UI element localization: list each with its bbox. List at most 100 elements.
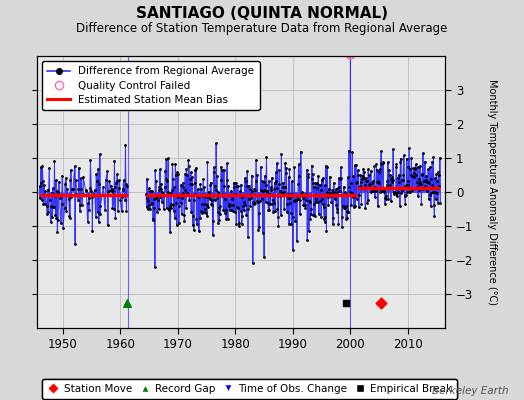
Point	[346, 51, 355, 58]
Point	[377, 299, 385, 306]
Point	[160, 205, 168, 212]
Point	[147, 201, 156, 207]
Point	[148, 188, 157, 195]
Point	[182, 205, 190, 211]
Point	[286, 195, 294, 201]
Point	[68, 186, 77, 192]
Point	[356, 172, 365, 179]
Point	[410, 166, 419, 172]
Point	[248, 188, 256, 194]
Point	[211, 182, 220, 189]
Point	[155, 183, 163, 190]
Point	[420, 178, 428, 184]
Point	[95, 151, 104, 158]
Point	[377, 186, 386, 193]
Point	[223, 176, 231, 183]
Point	[213, 208, 222, 215]
Point	[35, 183, 43, 189]
Point	[252, 177, 260, 184]
Point	[336, 188, 344, 194]
Point	[224, 203, 233, 210]
Point	[311, 213, 319, 219]
Point	[319, 174, 328, 181]
Point	[280, 184, 289, 190]
Point	[196, 181, 204, 187]
Point	[204, 192, 212, 198]
Point	[63, 186, 72, 192]
Point	[331, 192, 339, 198]
Point	[234, 182, 242, 189]
Point	[144, 198, 152, 204]
Point	[71, 241, 79, 248]
Point	[383, 182, 391, 188]
Point	[334, 221, 343, 228]
Point	[253, 198, 261, 204]
Point	[398, 187, 406, 193]
Point	[43, 211, 51, 218]
Point	[48, 185, 57, 192]
Point	[314, 172, 322, 179]
Point	[275, 167, 283, 173]
Point	[353, 196, 361, 202]
Point	[278, 190, 287, 197]
Point	[52, 177, 60, 183]
Point	[199, 193, 207, 200]
Point	[391, 189, 399, 196]
Point	[409, 165, 418, 172]
Point	[149, 216, 157, 222]
Point	[365, 172, 373, 178]
Point	[394, 189, 402, 196]
Point	[69, 186, 78, 192]
Point	[154, 197, 162, 204]
Point	[276, 193, 284, 200]
Point	[239, 191, 248, 198]
Point	[162, 156, 170, 162]
Point	[421, 158, 429, 165]
Point	[279, 180, 287, 186]
Point	[85, 207, 93, 214]
Point	[430, 213, 439, 220]
Point	[203, 212, 211, 219]
Point	[374, 203, 382, 209]
Point	[412, 184, 421, 190]
Point	[247, 172, 256, 179]
Point	[201, 194, 210, 200]
Point	[369, 178, 378, 184]
Point	[271, 178, 280, 184]
Point	[308, 170, 316, 177]
Point	[153, 209, 161, 216]
Point	[416, 178, 424, 185]
Point	[242, 178, 250, 184]
Point	[198, 201, 206, 207]
Point	[152, 195, 160, 201]
Point	[49, 204, 57, 210]
Point	[245, 182, 253, 189]
Point	[219, 207, 227, 213]
Point	[152, 192, 161, 199]
Point	[317, 214, 325, 220]
Point	[174, 219, 183, 226]
Point	[429, 154, 438, 160]
Point	[263, 188, 271, 194]
Point	[198, 210, 206, 217]
Point	[342, 208, 351, 214]
Point	[340, 204, 348, 211]
Point	[250, 186, 259, 192]
Point	[177, 200, 185, 206]
Point	[185, 196, 193, 203]
Point	[288, 191, 297, 197]
Point	[76, 202, 84, 208]
Point	[214, 189, 223, 195]
Point	[210, 164, 219, 171]
Point	[301, 204, 310, 211]
Point	[143, 195, 151, 201]
Point	[257, 164, 265, 170]
Point	[102, 177, 110, 183]
Point	[53, 217, 62, 224]
Point	[385, 167, 393, 174]
Point	[94, 166, 102, 172]
Point	[402, 182, 410, 188]
Point	[376, 166, 384, 172]
Point	[425, 191, 434, 198]
Point	[435, 183, 443, 189]
